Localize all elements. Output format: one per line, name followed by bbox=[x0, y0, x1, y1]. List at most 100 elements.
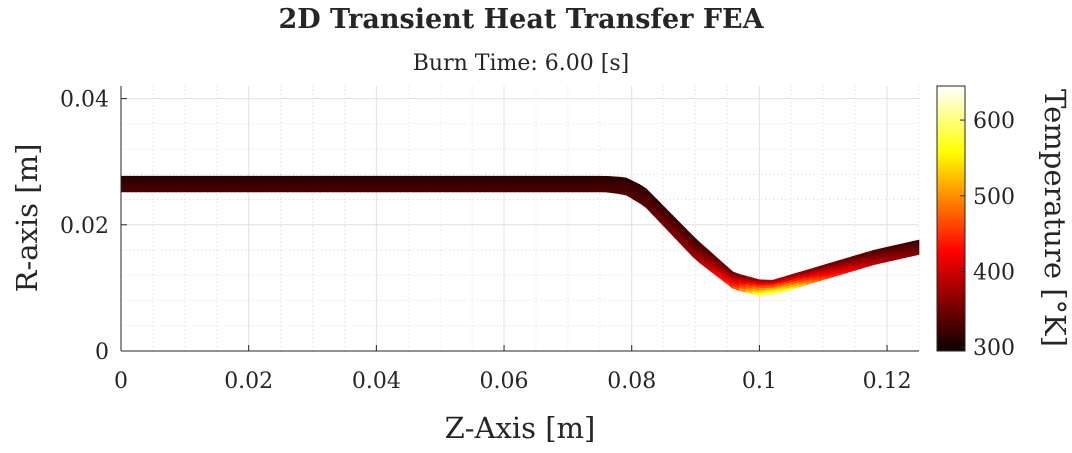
mesh-cell bbox=[765, 279, 774, 283]
mesh-cell bbox=[366, 178, 375, 182]
mesh-cell bbox=[479, 178, 488, 182]
mesh-cell bbox=[586, 186, 594, 190]
mesh-cell bbox=[513, 189, 521, 193]
mesh-cell bbox=[360, 189, 368, 193]
mesh-cell bbox=[539, 175, 547, 180]
mesh-cell bbox=[134, 181, 142, 185]
mesh-cell bbox=[459, 183, 468, 188]
mesh-cell bbox=[393, 183, 401, 188]
mesh-cell bbox=[353, 189, 361, 193]
mesh-cell bbox=[366, 186, 375, 190]
mesh-cell bbox=[566, 186, 574, 190]
mesh-cell bbox=[153, 186, 162, 190]
mesh-cell bbox=[479, 189, 488, 193]
x-tick-label: 0.02 bbox=[224, 369, 273, 394]
mesh-cell bbox=[273, 189, 281, 193]
mesh-cell bbox=[466, 183, 474, 188]
mesh-cell bbox=[247, 175, 255, 180]
mesh-cell bbox=[499, 175, 508, 180]
mesh-cell bbox=[380, 181, 388, 185]
mesh-cell bbox=[479, 183, 488, 188]
mesh-cell bbox=[193, 183, 202, 188]
mesh-cell bbox=[253, 183, 261, 188]
mesh-cell bbox=[220, 181, 228, 185]
y-tick-label: 0.02 bbox=[60, 214, 109, 239]
mesh-cell bbox=[532, 175, 541, 180]
mesh-cell bbox=[346, 183, 355, 188]
mesh-cell bbox=[340, 183, 348, 188]
mesh-cell bbox=[313, 175, 321, 180]
mesh-cell bbox=[213, 175, 222, 180]
mesh-cell bbox=[759, 284, 767, 288]
mesh-cell bbox=[399, 186, 408, 190]
mesh-cell bbox=[233, 178, 241, 182]
mesh-cell bbox=[433, 175, 441, 180]
mesh-cell bbox=[406, 178, 414, 182]
mesh-cell bbox=[140, 181, 148, 185]
mesh-cell bbox=[247, 183, 255, 188]
mesh-cell bbox=[153, 178, 162, 182]
mesh-cell bbox=[306, 186, 315, 190]
mesh-cell bbox=[539, 189, 547, 193]
mesh-cell bbox=[160, 186, 168, 190]
mesh-cell bbox=[386, 186, 394, 190]
mesh-cell bbox=[306, 175, 315, 180]
mesh-cell bbox=[552, 175, 561, 180]
mesh-cell bbox=[346, 175, 355, 180]
mesh-cell bbox=[300, 178, 308, 182]
mesh-cell bbox=[439, 178, 448, 182]
mesh-cell bbox=[572, 183, 581, 188]
mesh-cell bbox=[380, 189, 388, 193]
mesh-cell bbox=[300, 181, 308, 185]
mesh-cell bbox=[592, 189, 601, 193]
mesh-cell bbox=[293, 181, 301, 185]
mesh-cell bbox=[386, 189, 394, 193]
mesh-cell bbox=[227, 178, 235, 182]
mesh-cell bbox=[180, 175, 188, 180]
mesh-cell bbox=[167, 175, 175, 180]
mesh-cell bbox=[413, 186, 421, 190]
mesh-cell bbox=[266, 183, 275, 188]
mesh-cell bbox=[373, 178, 381, 182]
mesh-cell bbox=[552, 178, 561, 182]
mesh-cell bbox=[413, 178, 421, 182]
mesh-cell bbox=[572, 186, 581, 190]
mesh-cell bbox=[213, 189, 222, 193]
mesh-cell bbox=[193, 186, 202, 190]
mesh-cell bbox=[127, 189, 135, 193]
mesh-cell bbox=[240, 181, 248, 185]
mesh-cell bbox=[140, 178, 148, 182]
mesh-cell bbox=[220, 183, 228, 188]
mesh-cell bbox=[213, 186, 222, 190]
mesh-cell bbox=[366, 175, 375, 180]
mesh-cell bbox=[340, 175, 348, 180]
mesh-cell bbox=[227, 183, 235, 188]
mesh-cell bbox=[180, 183, 188, 188]
mesh-cell bbox=[466, 186, 474, 190]
mesh-cell bbox=[326, 183, 335, 188]
mesh-cell bbox=[320, 175, 328, 180]
mesh-cell bbox=[213, 183, 222, 188]
mesh-cell bbox=[293, 186, 301, 190]
mesh-cell bbox=[539, 183, 547, 188]
mesh-cell bbox=[453, 178, 461, 182]
mesh-cell bbox=[566, 189, 574, 193]
mesh-cell bbox=[439, 186, 448, 190]
mesh-cell bbox=[120, 186, 128, 190]
mesh-cell bbox=[486, 181, 494, 185]
x-axis-label: Z-Axis [m] bbox=[445, 411, 596, 445]
mesh-cell bbox=[140, 183, 148, 188]
mesh-cell bbox=[586, 175, 594, 180]
mesh-cell bbox=[340, 186, 348, 190]
mesh-cell bbox=[513, 186, 521, 190]
y-tick-label: 0.04 bbox=[60, 88, 109, 113]
mesh-cell bbox=[260, 183, 268, 188]
mesh-cell bbox=[612, 176, 621, 181]
mesh-cell bbox=[380, 183, 388, 188]
mesh-cell bbox=[200, 175, 208, 180]
x-tick-label: 0.06 bbox=[480, 369, 529, 394]
mesh-cell bbox=[193, 181, 202, 185]
mesh-cell bbox=[380, 186, 388, 190]
mesh-cell bbox=[506, 186, 514, 190]
mesh-cell bbox=[240, 186, 248, 190]
